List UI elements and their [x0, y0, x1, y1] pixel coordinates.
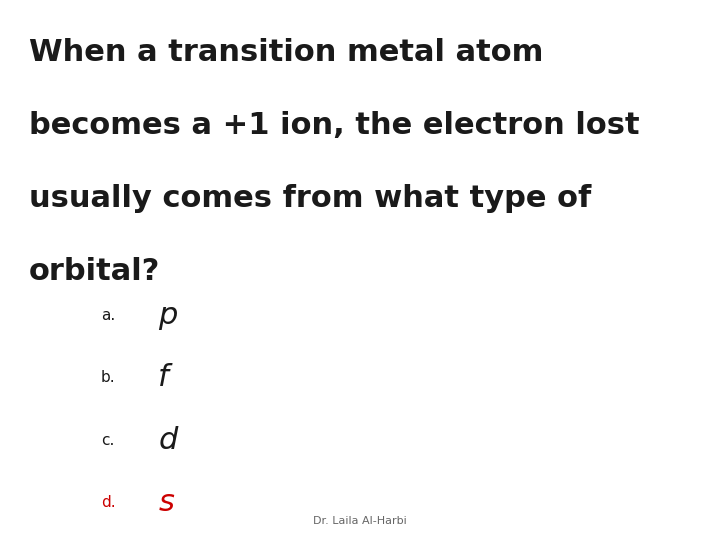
Text: becomes a +1 ion, the electron lost: becomes a +1 ion, the electron lost: [29, 111, 639, 140]
Text: d: d: [158, 426, 178, 455]
Text: a.: a.: [101, 308, 115, 323]
Text: f: f: [158, 363, 169, 393]
Text: When a transition metal atom: When a transition metal atom: [29, 38, 543, 67]
Text: orbital?: orbital?: [29, 256, 160, 286]
Text: usually comes from what type of: usually comes from what type of: [29, 184, 591, 213]
Text: p: p: [158, 301, 178, 330]
Text: b.: b.: [101, 370, 115, 386]
Text: c.: c.: [101, 433, 114, 448]
Text: s: s: [158, 488, 174, 517]
Text: Dr. Laila Al-Harbi: Dr. Laila Al-Harbi: [313, 516, 407, 526]
Text: d.: d.: [101, 495, 115, 510]
